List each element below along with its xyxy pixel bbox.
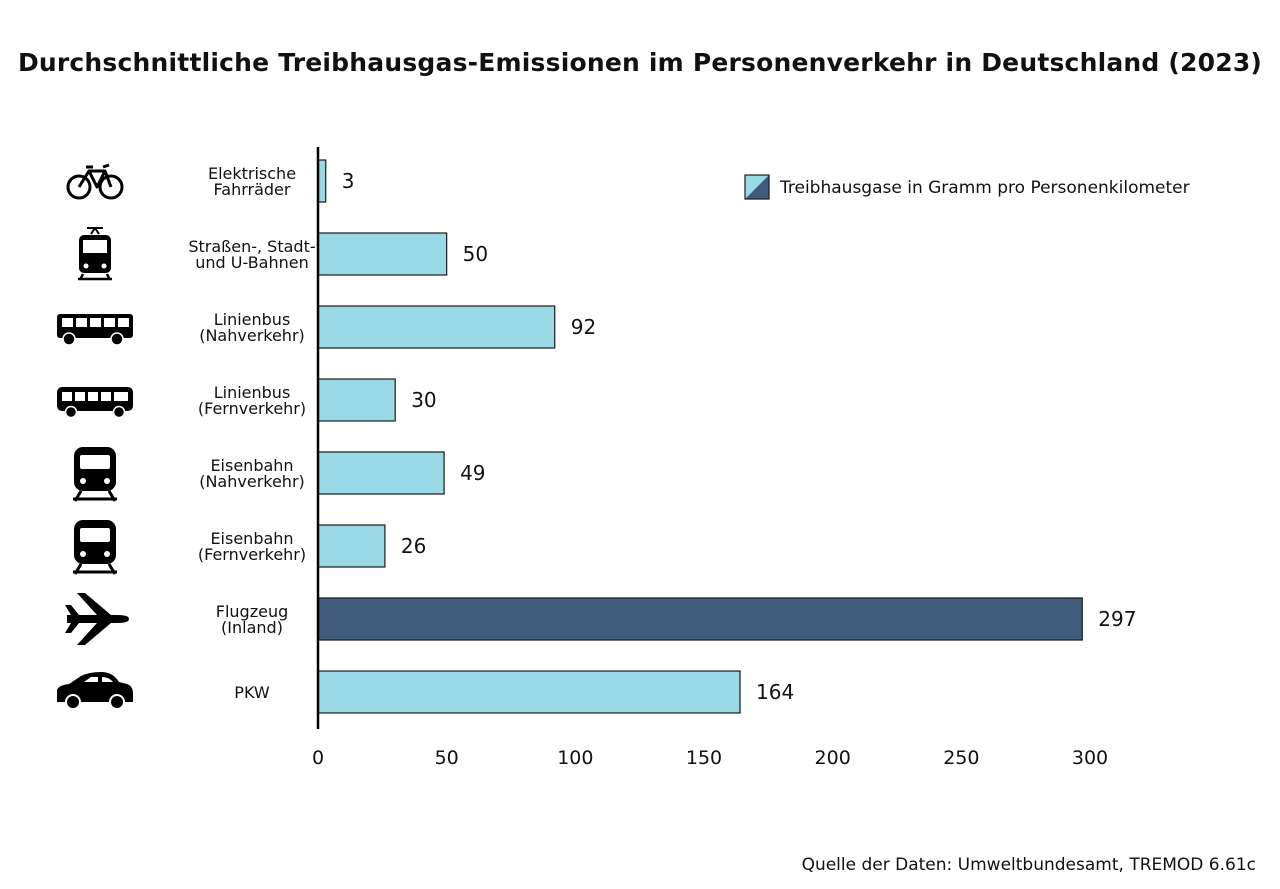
value-label: 26: [401, 534, 426, 558]
regional-train-icon: [71, 445, 119, 503]
category-label: Fahrräder: [214, 180, 291, 199]
category-label: (Nahverkehr): [199, 472, 305, 491]
value-label: 3: [342, 169, 355, 193]
category-label: (Nahverkehr): [199, 326, 305, 345]
coach-bus-icon: [56, 386, 134, 419]
car-icon: [56, 671, 134, 710]
x-tick-label: 300: [1072, 747, 1108, 769]
category-label: Linienbus: [214, 310, 291, 329]
category-label: Elektrische: [208, 164, 296, 183]
category-label: und U-Bahnen: [195, 253, 308, 272]
legend-swatch-dark: [745, 175, 769, 199]
value-label: 49: [460, 461, 485, 485]
bar: [317, 378, 396, 422]
legend: Treibhausgase in Gramm pro Personenkilom…: [744, 174, 1190, 200]
value-label: 50: [463, 242, 488, 266]
bar: [317, 232, 448, 276]
x-tick-label: 50: [435, 747, 459, 769]
value-label: 30: [411, 388, 436, 412]
category-label: (Fernverkehr): [198, 399, 306, 418]
category-label: Straßen-, Stadt-: [188, 237, 315, 256]
airplane-icon: [65, 593, 129, 645]
chart-title: Durchschnittliche Treibhausgas-Emissione…: [17, 48, 1263, 77]
legend-label: Treibhausgase in Gramm pro Personenkilom…: [779, 178, 1190, 198]
category-label: (Fernverkehr): [198, 545, 306, 564]
category-label: Eisenbahn: [210, 529, 293, 548]
value-labels: 3 50 92 30 49 26 297 164: [342, 169, 1137, 704]
x-tick-label: 0: [312, 747, 324, 769]
category-label: Eisenbahn: [210, 456, 293, 475]
x-axis: 0 50 100 150 200 250 300: [312, 147, 1108, 769]
source-note: Quelle der Daten: Umweltbundesamt, TREMO…: [801, 855, 1256, 875]
bar: [317, 451, 445, 495]
bar: [317, 597, 1083, 641]
x-tick-label: 250: [943, 747, 979, 769]
bars: [317, 159, 1083, 714]
value-label: 92: [571, 315, 596, 339]
value-label: 297: [1098, 607, 1136, 631]
long-distance-train-icon: [71, 518, 119, 576]
bicycle-icon: [66, 163, 124, 200]
x-tick-label: 200: [815, 747, 851, 769]
category-label: PKW: [234, 683, 270, 702]
category-label: Linienbus: [214, 383, 291, 402]
city-bus-icon: [56, 313, 134, 346]
x-tick-label: 150: [686, 747, 722, 769]
category-label: (Inland): [221, 618, 283, 637]
tram-icon: [76, 226, 114, 282]
x-tick-label: 100: [557, 747, 593, 769]
icon-column: [56, 163, 134, 710]
bar: [317, 305, 556, 349]
bar: [317, 670, 741, 714]
value-label: 164: [756, 680, 794, 704]
bar: [317, 524, 386, 568]
category-label: Flugzeug: [216, 602, 288, 621]
legend-swatch-border: [744, 174, 770, 200]
